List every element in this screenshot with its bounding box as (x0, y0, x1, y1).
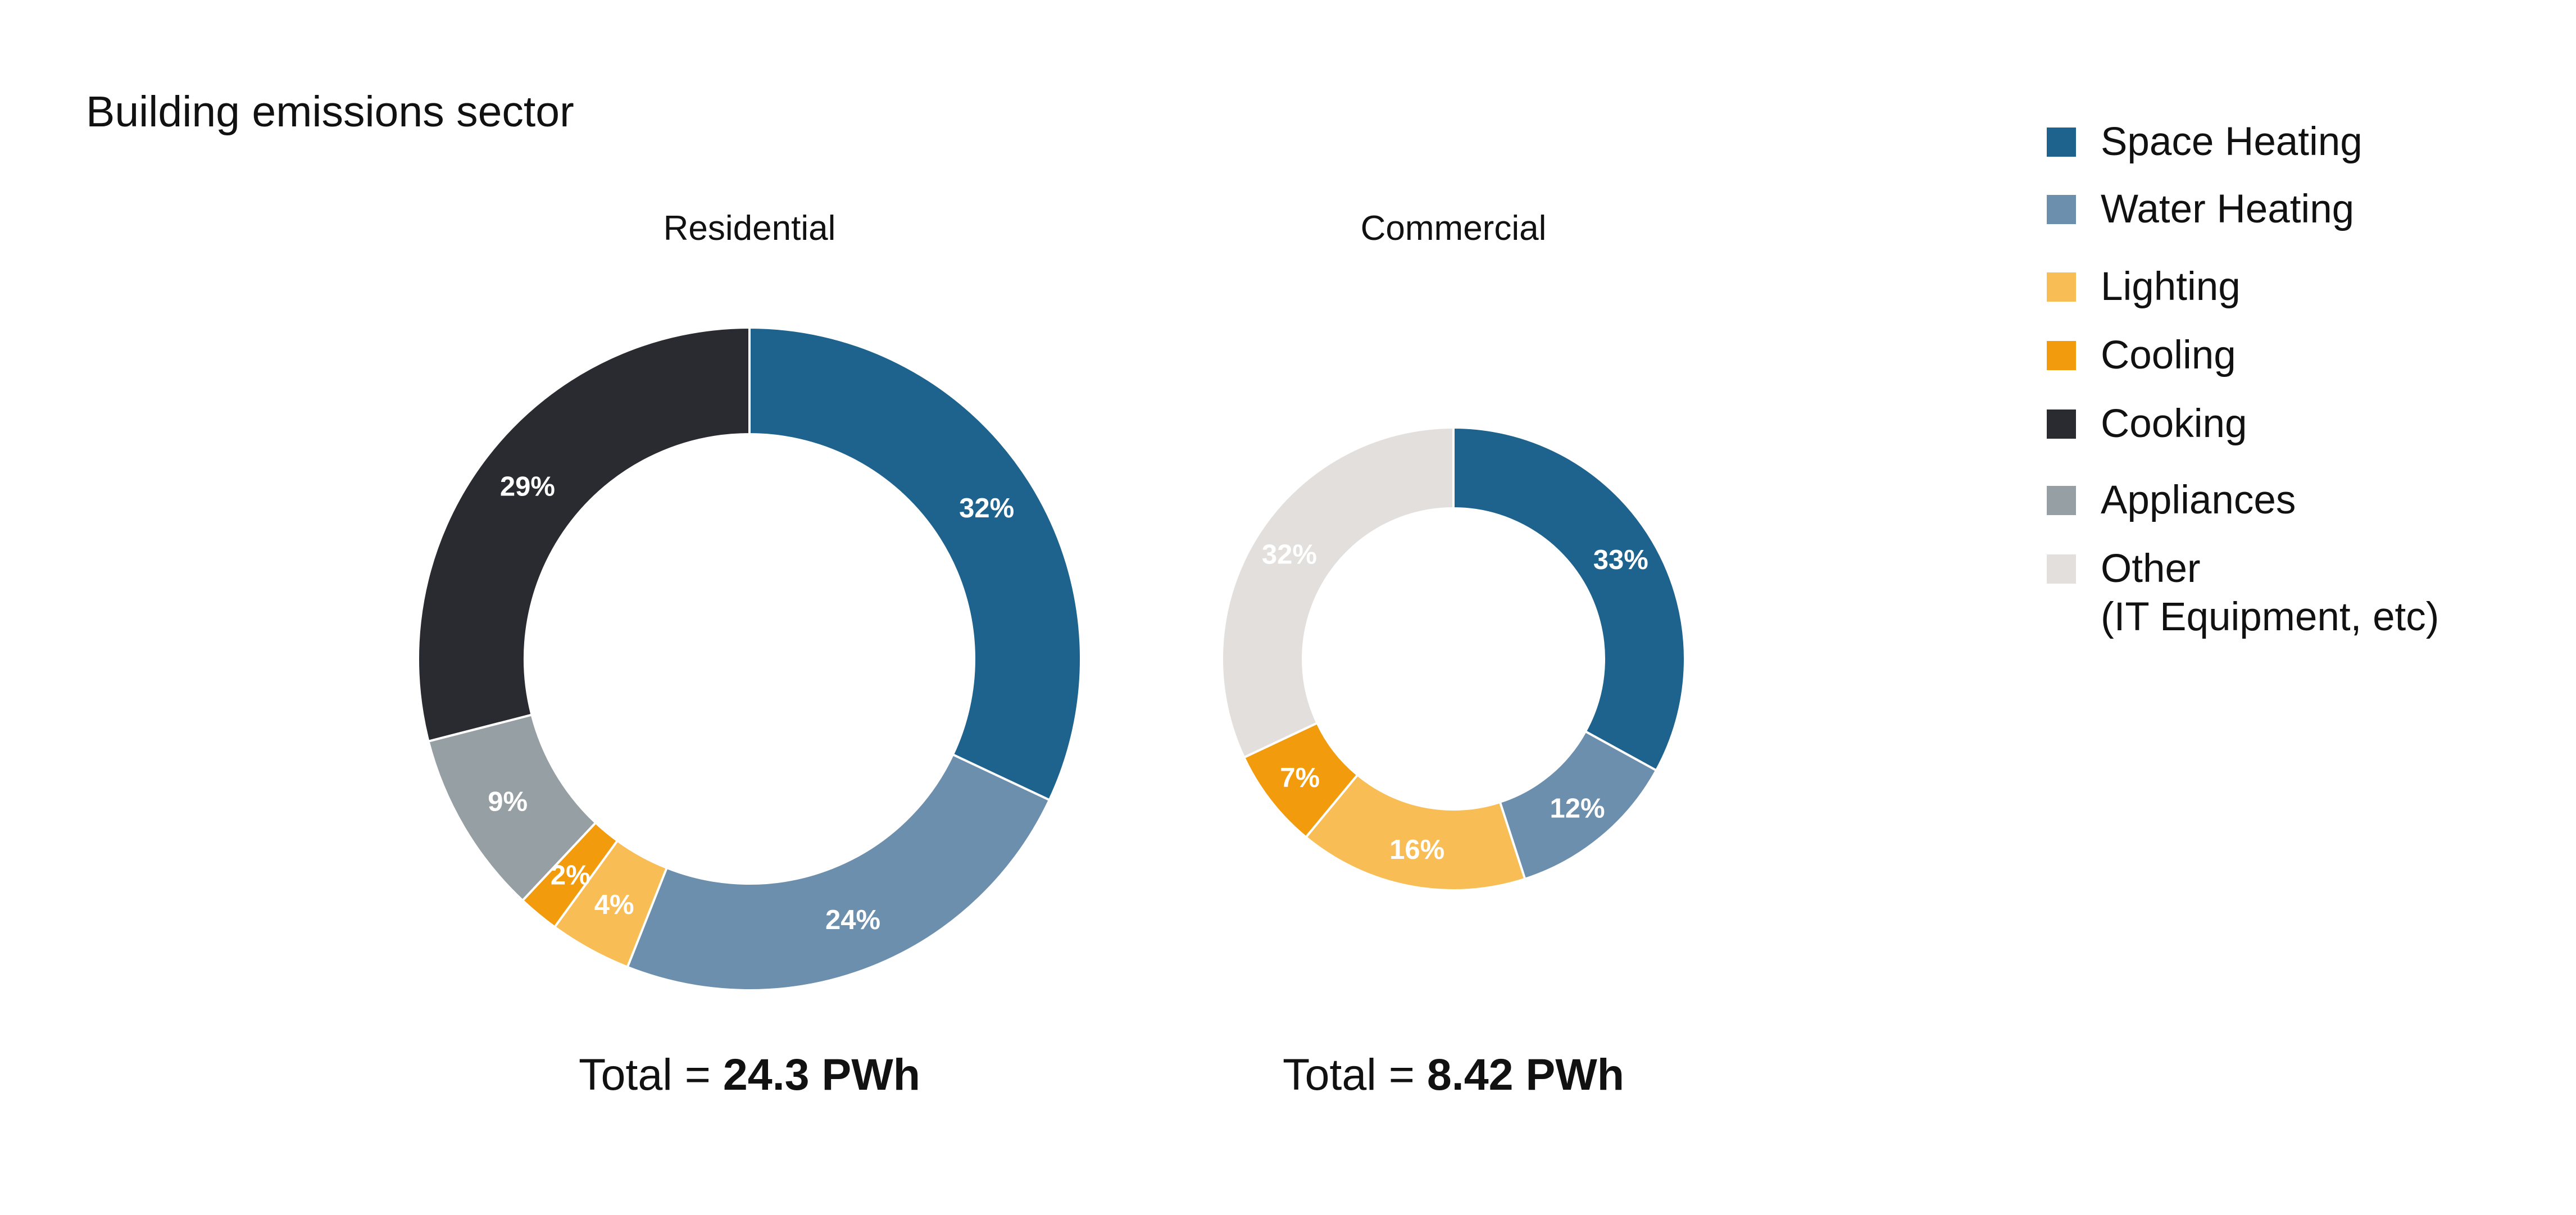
slice-label-space-heating: 32% (959, 493, 1014, 524)
slice-label-space-heating: 33% (1593, 545, 1648, 575)
legend-swatch (2047, 272, 2076, 302)
slice-label-lighting: 4% (594, 890, 634, 920)
residential-slices (417, 326, 1082, 992)
slice-lighting (1304, 773, 1526, 891)
legend-label: Space Heating (2101, 120, 2363, 164)
commercial-total: Total = 8.42 PWh (1283, 1049, 1624, 1099)
residential-subtitle: Residential (664, 209, 836, 248)
legend-swatch (2047, 409, 2076, 439)
legend-swatch (2047, 486, 2076, 515)
legend-item-water-heating: Water Heating (2047, 185, 2439, 234)
legend-label: Appliances (2101, 478, 2296, 522)
slice-label-lighting: 16% (1389, 835, 1444, 865)
slice-label-cooking: 29% (500, 472, 555, 502)
commercial-subtitle: Commercial (1361, 209, 1547, 248)
slice-label-water-heating: 12% (1550, 794, 1605, 824)
slice-space-heating (748, 326, 1082, 802)
legend-item-lighting: Lighting (2047, 263, 2439, 311)
slice-label-appliances: 9% (488, 787, 528, 817)
legend-item-other: Other (IT Equipment, etc) (2047, 545, 2439, 641)
residential-total-value: 24.3 PWh (723, 1049, 920, 1099)
legend-swatch (2047, 554, 2076, 584)
commercial-slices (1221, 426, 1686, 891)
slice-label-water-heating: 24% (825, 905, 880, 935)
legend-label-detail: (IT Equipment, etc) (2101, 595, 2439, 639)
slice-label-other: 32% (1262, 540, 1317, 570)
residential-total-prefix: Total = (579, 1049, 723, 1099)
page-title: Building emissions sector (86, 88, 574, 136)
legend-label: Water Heating (2101, 187, 2355, 231)
legend: Space Heating Water Heating Lighting Coo… (2047, 118, 2439, 641)
slice-water-heating (626, 753, 1051, 992)
slice-other (1221, 426, 1455, 759)
slice-space-heating (1452, 426, 1686, 772)
residential-slice-labels: 32% 24% 4%2% 9% 29% (488, 472, 1014, 935)
legend-item-cooking: Cooking (2047, 400, 2439, 448)
commercial-donut-chart: Commercial 33% 12% 16% 7% 32% Total = 8.42 P… (1221, 209, 1686, 1099)
legend-label: Cooling (2101, 333, 2236, 377)
legend-label: Lighting (2101, 265, 2241, 309)
legend-label: Cooking (2101, 402, 2247, 446)
legend-swatch (2047, 195, 2076, 224)
legend-swatch (2047, 128, 2076, 157)
slice-label-cooling: 2% (551, 860, 590, 890)
residential-total: Total = 24.3 PWh (579, 1049, 920, 1099)
commercial-total-value: 8.42 PWh (1427, 1049, 1624, 1099)
legend-item-space-heating: Space Heating (2047, 118, 2439, 166)
legend-label: Other (2101, 547, 2201, 591)
commercial-slice-labels: 33% 12% 16% 7% 32% (1262, 540, 1648, 865)
commercial-total-prefix: Total = (1283, 1049, 1427, 1099)
slice-label-cooling: 7% (1280, 763, 1320, 793)
legend-swatch (2047, 341, 2076, 370)
legend-item-appliances: Appliances (2047, 476, 2439, 525)
slice-cooking (417, 326, 751, 743)
legend-item-cooling: Cooling (2047, 331, 2439, 380)
residential-donut-chart: Residential 32% 24% 4%2% 9% 29% Total = 24.3… (417, 209, 1082, 1099)
